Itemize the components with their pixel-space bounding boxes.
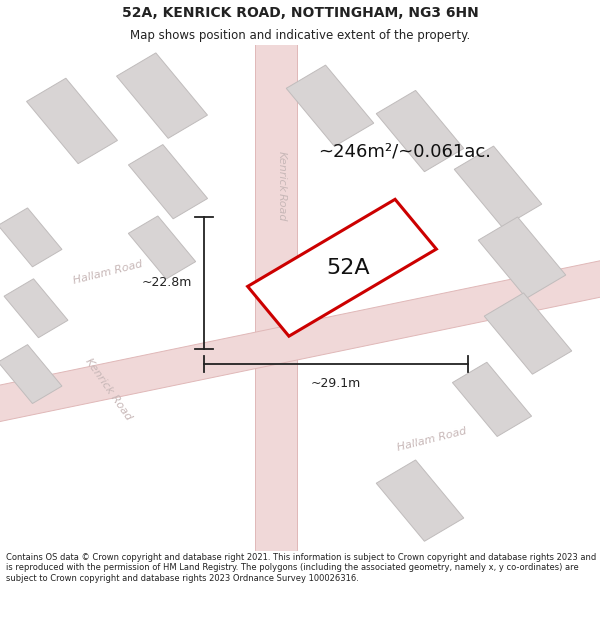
- Polygon shape: [128, 144, 208, 219]
- Polygon shape: [478, 217, 566, 298]
- Text: 52A, KENRICK ROAD, NOTTINGHAM, NG3 6HN: 52A, KENRICK ROAD, NOTTINGHAM, NG3 6HN: [122, 6, 478, 19]
- Text: ~29.1m: ~29.1m: [311, 377, 361, 389]
- Polygon shape: [0, 208, 62, 267]
- Text: Kenrick: Kenrick: [277, 151, 287, 192]
- Text: ~246m²/~0.061ac.: ~246m²/~0.061ac.: [318, 142, 491, 160]
- Polygon shape: [116, 53, 208, 138]
- Polygon shape: [376, 91, 464, 172]
- Text: Road: Road: [277, 192, 287, 221]
- Text: Contains OS data © Crown copyright and database right 2021. This information is : Contains OS data © Crown copyright and d…: [6, 552, 596, 582]
- Polygon shape: [128, 216, 196, 279]
- Polygon shape: [452, 362, 532, 436]
- Polygon shape: [0, 344, 62, 404]
- Polygon shape: [26, 78, 118, 164]
- Polygon shape: [248, 199, 436, 336]
- Text: Kenrick Road: Kenrick Road: [83, 356, 133, 422]
- Text: Hallam Road: Hallam Road: [396, 426, 468, 453]
- Polygon shape: [4, 279, 68, 338]
- Polygon shape: [376, 460, 464, 541]
- Polygon shape: [484, 293, 572, 374]
- Text: Map shows position and indicative extent of the property.: Map shows position and indicative extent…: [130, 29, 470, 42]
- Text: ~22.8m: ~22.8m: [142, 276, 192, 289]
- Text: 52A: 52A: [326, 258, 370, 278]
- Text: Hallam Road: Hallam Road: [72, 259, 144, 286]
- Polygon shape: [255, 19, 297, 576]
- Polygon shape: [454, 146, 542, 228]
- Polygon shape: [0, 256, 600, 427]
- Polygon shape: [286, 65, 374, 146]
